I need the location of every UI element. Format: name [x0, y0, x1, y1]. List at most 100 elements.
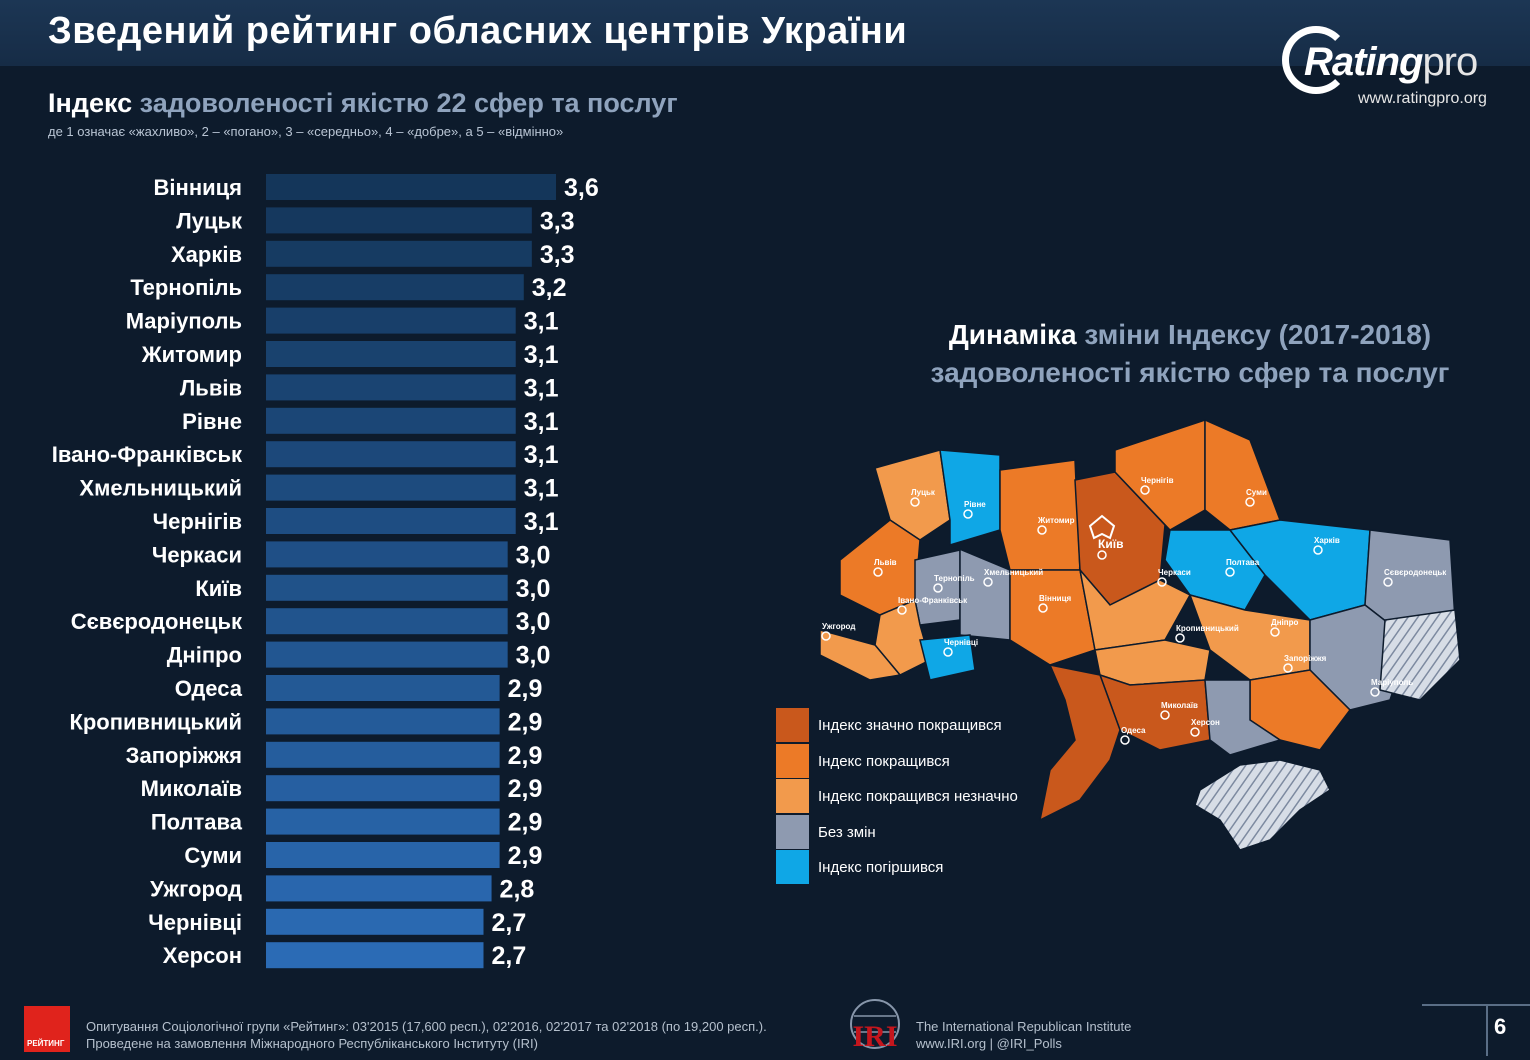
legend-swatch: [776, 708, 809, 742]
bar-value-label: 3,1: [524, 374, 559, 402]
bar: [266, 608, 508, 635]
ratingpro-logo[interactable]: Ratingpro www.ratingpro.org: [1282, 26, 1522, 116]
bar: [266, 274, 524, 301]
chart-heading: Індекс задоволеності якістю 22 сфер та п…: [48, 88, 678, 118]
iri-caption: The International Republican Institute w…: [916, 1018, 1131, 1052]
bar-category-label: Полтава: [151, 810, 243, 835]
bar-value-label: 3,1: [524, 475, 559, 503]
city-marker: [897, 605, 907, 615]
bar: [266, 407, 516, 434]
city-marker: [821, 631, 831, 641]
city-label: Кропивницький: [1176, 624, 1239, 633]
city-marker: [1160, 710, 1170, 720]
map-title: Динаміка зміни Індексу (2017-2018) задов…: [930, 319, 1450, 388]
bar: [266, 441, 516, 468]
bar-category-label: Суми: [184, 843, 242, 868]
bar: [266, 775, 500, 802]
legend-item: Індекс покращився: [776, 743, 1076, 778]
city-label: Запоріжжя: [1284, 654, 1327, 663]
bar-category-label: Чернівці: [148, 910, 242, 935]
region-sumy: [1204, 418, 1282, 531]
city-marker: [1157, 577, 1167, 587]
bar-category-label: Київ: [195, 576, 242, 601]
city-marker: [1190, 727, 1200, 737]
region-ternopil: [914, 549, 961, 626]
legend-swatch: [776, 743, 809, 778]
bar-value-label: 2,7: [492, 909, 527, 937]
city-label: Миколаїв: [1161, 701, 1198, 710]
footer-line1: Опитування Соціологічної групи «Рейтинг»…: [86, 1019, 767, 1034]
bar-category-label: Херсон: [163, 943, 242, 968]
city-label: Сєвєродонецьк: [1384, 568, 1447, 577]
bar-category-label: Кропивницький: [69, 709, 242, 734]
footer-source: Опитування Соціологічної групи «Рейтинг»…: [86, 1018, 767, 1052]
city-label: Тернопіль: [934, 574, 975, 583]
city-marker: [1120, 735, 1130, 745]
ukraine-map: Луцьк Рівне Житомир Київ Чернігів Суми Харків П…: [819, 418, 1461, 851]
bar-value-label: 3,0: [516, 541, 551, 569]
bar-category-label: Тернопіль: [130, 275, 242, 300]
bar-category-label: Луцьк: [176, 208, 243, 233]
bar: [266, 741, 500, 768]
footer-line2: Проведене на замовлення Міжнародного Рес…: [86, 1036, 538, 1051]
region-kherson: [1204, 679, 1282, 756]
bar: [266, 174, 556, 200]
bar-category-label: Сєвєродонецьк: [71, 609, 243, 634]
region-crimea-hatched: [1194, 759, 1331, 851]
city-label: Хмельницький: [984, 568, 1043, 577]
bar: [266, 942, 484, 969]
city-marker: [873, 567, 883, 577]
city-marker: [1270, 627, 1280, 637]
bar-category-label: Черкаси: [152, 542, 242, 567]
bar: [266, 875, 492, 902]
bar-value-label: 3,1: [524, 341, 559, 369]
bar-value-label: 3,1: [524, 308, 559, 336]
bar: [266, 341, 516, 367]
bar-value-label: 2,9: [508, 809, 543, 837]
legend-swatch: [776, 779, 809, 813]
city-marker: [1370, 687, 1380, 697]
bar-category-label: Дніпро: [167, 643, 242, 668]
city-marker: [983, 577, 993, 587]
bar-value-label: 3,3: [540, 207, 575, 235]
bar: [266, 307, 516, 334]
iri-line2: www.IRI.org | @IRI_Polls: [916, 1036, 1062, 1051]
legend-label: Індекс покращився: [818, 752, 950, 770]
bar-value-label: 3,0: [516, 575, 551, 603]
chart-note: де 1 означає «жахливо», 2 – «погано», 3 …: [48, 124, 564, 139]
city-marker: [1097, 550, 1107, 560]
legend-swatch: [776, 814, 809, 849]
bar-value-label: 3,6: [564, 174, 599, 202]
city-label: Дніпро: [1271, 618, 1298, 627]
iri-logo[interactable]: IRI: [842, 996, 908, 1052]
bar-value-label: 2,9: [508, 842, 543, 870]
bar: [266, 207, 532, 234]
city-label: Харків: [1314, 536, 1340, 545]
iri-mark-text: IRI: [852, 1020, 897, 1052]
bar: [266, 675, 500, 701]
rating-footer-logo[interactable]: РЕЙТИНГ: [24, 1006, 70, 1052]
bar-category-label: Львів: [180, 375, 242, 400]
iri-line1: The International Republican Institute: [916, 1019, 1132, 1034]
region-odesa: [1038, 663, 1121, 822]
region-chernihiv: [1114, 418, 1206, 531]
legend-label: Без змін: [818, 823, 876, 841]
bar: [266, 641, 508, 668]
bar-category-label: Миколаїв: [141, 776, 242, 801]
bar-value-label: 3,1: [524, 508, 559, 536]
bar-category-label: Івано-Франківськ: [52, 442, 243, 467]
city-label: Вінниця: [1039, 594, 1072, 603]
city-label: Херсон: [1191, 718, 1220, 727]
page-title: Зведений рейтинг обласних центрів Україн…: [48, 10, 908, 52]
page-number: 6: [1494, 1014, 1507, 1039]
city-label: Чернівці: [944, 638, 978, 647]
region-chernivtsi: [919, 634, 976, 681]
bar-value-label: 3,2: [532, 274, 567, 302]
city-marker: [1313, 545, 1323, 555]
bar-value-label: 2,9: [508, 742, 543, 770]
header-bar: Зведений рейтинг обласних центрів Україн…: [0, 0, 1530, 66]
map-city-labels: Луцьк Рівне Житомир Київ Чернігів Суми Харків П…: [821, 476, 1447, 745]
city-label: Київ: [1098, 537, 1123, 551]
page-divider: [1422, 1004, 1530, 1006]
city-label: Івано-Франківськ: [898, 596, 968, 605]
